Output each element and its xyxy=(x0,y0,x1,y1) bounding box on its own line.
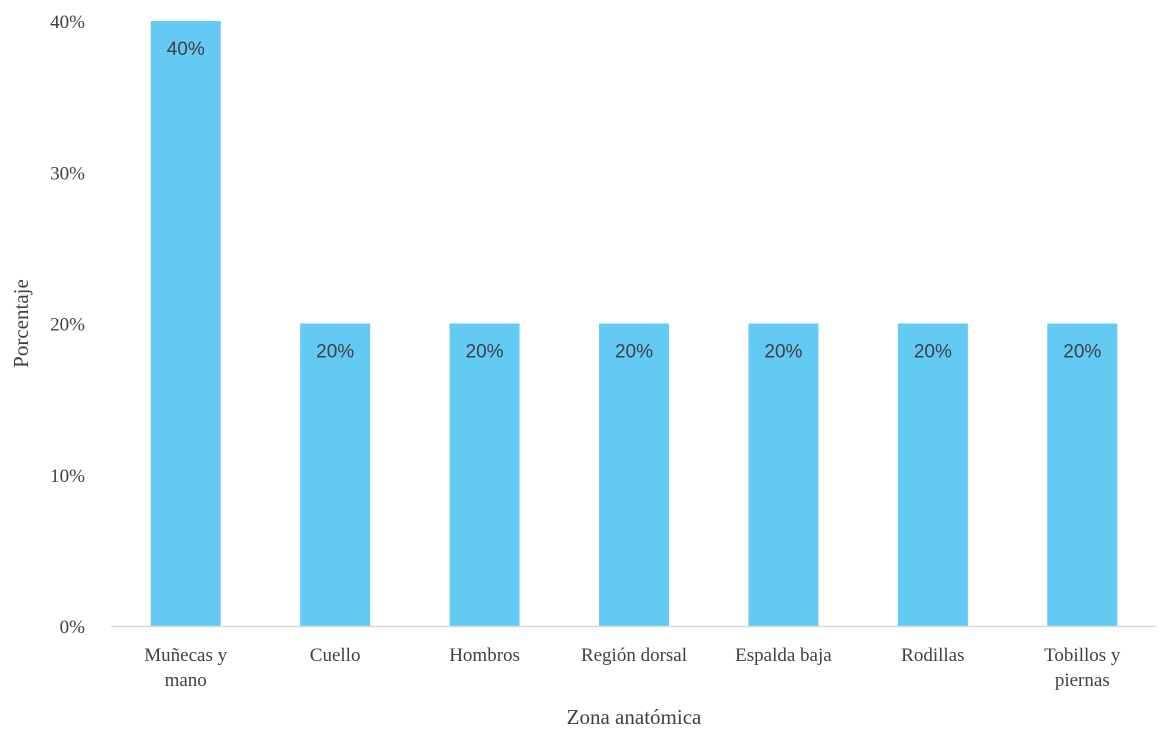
x-category-label: Tobillos y piernas xyxy=(1044,645,1121,691)
bar-data-label: 20% xyxy=(316,342,354,363)
x-category-label-line: Cuello xyxy=(310,645,361,666)
x-category-label: Muñecas y mano xyxy=(144,645,227,691)
bar-data-label: 20% xyxy=(764,342,802,363)
bar-data-label: 40% xyxy=(167,39,205,60)
x-category-label-line: mano xyxy=(165,670,207,691)
x-category-label-line: Región dorsal xyxy=(581,645,687,666)
bar-data-label: 20% xyxy=(466,342,504,363)
x-category-label-line: Tobillos y xyxy=(1044,645,1121,666)
bar-data-label: 20% xyxy=(615,342,653,363)
x-category-label: Rodillas xyxy=(901,645,964,666)
x-category-label-line: Espalda baja xyxy=(735,645,832,666)
y-tick-label: 30% xyxy=(50,163,85,184)
bar-data-label: 20% xyxy=(914,342,952,363)
x-category-label: Hombros xyxy=(449,645,520,666)
y-tick-label: 0% xyxy=(60,617,86,638)
bar-data-label: 20% xyxy=(1063,342,1101,363)
y-tick-label: 10% xyxy=(50,466,85,487)
bar xyxy=(599,323,669,626)
x-axis-category-labels: Muñecas y mano Cuello Hombros Región dorsal E… xyxy=(144,645,1121,691)
bar xyxy=(150,21,221,626)
x-category-label-line: Rodillas xyxy=(901,645,964,666)
x-category-label-line: Hombros xyxy=(449,645,520,666)
y-tick-label: 20% xyxy=(50,315,85,336)
x-category-label-line: piernas xyxy=(1055,670,1110,691)
bar xyxy=(449,323,520,626)
y-axis-ticks: 0% 10% 20% 30% 40% xyxy=(50,12,85,638)
bar xyxy=(1047,323,1118,626)
x-category-label: Cuello xyxy=(310,645,361,666)
x-category-label: Espalda baja xyxy=(735,645,832,666)
x-axis-title: Zona anatómica xyxy=(567,705,702,729)
bar xyxy=(748,323,819,626)
y-tick-label: 40% xyxy=(50,12,85,33)
bar xyxy=(897,323,968,626)
y-axis-title: Porcentaje xyxy=(9,279,33,368)
bars-group xyxy=(150,21,1118,626)
bar xyxy=(300,323,371,626)
data-labels-group: 40% 20% 20% 20% 20% 20% 20% xyxy=(167,39,1102,363)
x-category-label: Región dorsal xyxy=(581,645,687,666)
x-category-label-line: Muñecas y xyxy=(144,645,227,666)
